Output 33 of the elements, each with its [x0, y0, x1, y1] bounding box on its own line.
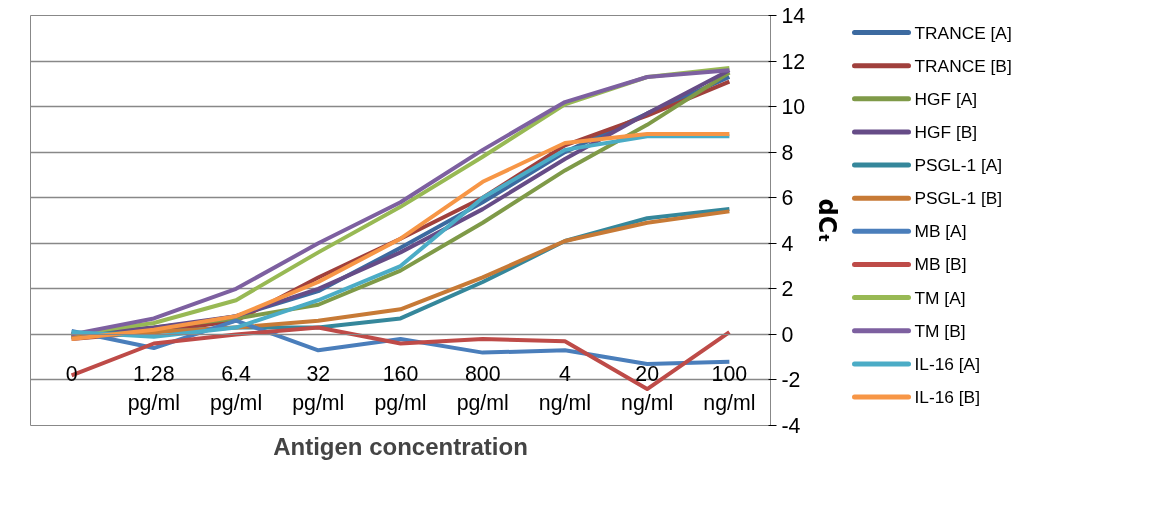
- legend-label: TM [A]: [914, 287, 966, 308]
- y-tick-label: 14: [781, 4, 806, 28]
- legend-label: TRANCE [A]: [914, 22, 1012, 43]
- x-axis-title: Antigen concentration: [273, 432, 528, 460]
- legend-label: MB [A]: [914, 221, 967, 242]
- legend-label: TRANCE [B]: [914, 55, 1012, 76]
- y-tick-label: 0: [781, 322, 794, 347]
- y-tick-label: 6: [781, 186, 794, 211]
- legend-label: PSGL-1 [B]: [914, 188, 1003, 209]
- legend-label: HGF [A]: [914, 88, 978, 109]
- legend-label: PSGL-1 [A]: [914, 155, 1003, 176]
- x-tick-label: 4 ng/ml: [538, 362, 592, 416]
- x-tick-label: 6.4 pg/ml: [209, 362, 263, 416]
- x-tick-label: 160 pg/ml: [374, 362, 427, 416]
- legend-label: HGF [B]: [914, 121, 978, 142]
- x-tick-label: 0: [65, 362, 78, 387]
- x-tick-label: 20 ng/ml: [621, 362, 674, 416]
- y-tick-label: 12: [781, 49, 806, 74]
- y-axis-title: dCₜ: [813, 198, 842, 243]
- x-tick-label: 800 pg/ml: [456, 362, 509, 416]
- y-tick-label: -4: [781, 414, 801, 438]
- legend-label: IL-16 [A]: [914, 353, 980, 374]
- y-tick-label: 4: [781, 231, 794, 256]
- y-tick-label: -2: [781, 368, 801, 393]
- x-tick-label: 100 ng/ml: [703, 362, 756, 416]
- legend-label: TM [B]: [914, 320, 966, 341]
- y-tick-label: 2: [781, 277, 794, 302]
- x-tick-label: 32 pg/ml: [292, 362, 345, 416]
- y-tick-label: 8: [781, 140, 794, 165]
- y-tick-label: 10: [781, 95, 806, 120]
- legend-label: IL-16 [B]: [914, 387, 980, 408]
- x-tick-label: 1.28 pg/ml: [127, 362, 180, 416]
- legend-label: MB [B]: [914, 254, 967, 275]
